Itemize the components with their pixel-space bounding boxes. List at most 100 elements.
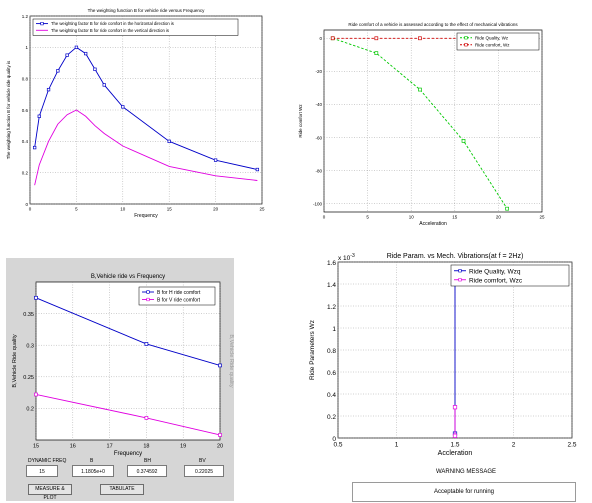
series-1-marker <box>37 114 41 118</box>
bv-label: BV <box>199 458 206 464</box>
legend-box <box>456 32 540 51</box>
series-1-marker <box>74 45 79 49</box>
y-tick-label: -60 <box>315 135 322 140</box>
y-tick-label: 0 <box>25 202 28 207</box>
legend-entry-2: B for V ride comfort <box>157 298 201 304</box>
weighting-function-chart: 0 5 10 15 20 25 0 0.2 0.4 0.6 0.8 1 1.2 The weighting… <box>6 8 265 219</box>
series-1-marker <box>144 342 149 346</box>
series-1-marker <box>93 67 97 71</box>
x-tick-label: 2.5 <box>567 442 576 449</box>
y-tick-label: 1.6 <box>327 260 336 267</box>
series-line-2 <box>34 109 258 186</box>
x-tick-label: 25 <box>539 215 545 220</box>
series-2-marker <box>144 416 149 420</box>
warning-message-box: Acceptable for running <box>352 482 576 502</box>
x-tick-label: 1.5 <box>450 442 459 449</box>
series-line-1 <box>332 37 508 209</box>
x-axis-label: Accleration <box>438 450 473 457</box>
series-1-marker <box>102 83 106 87</box>
y-tick-label: 0.4 <box>22 139 29 144</box>
y-tick-label: 1 <box>25 45 28 50</box>
series-1-marker <box>218 363 222 368</box>
y-tick-label: 1.2 <box>22 14 29 19</box>
y-tick-label: 0.2 <box>26 407 34 413</box>
y-tick-label: 1.4 <box>327 282 336 289</box>
series-1-marker <box>374 51 379 56</box>
series-1-marker <box>46 87 51 92</box>
x-tick-label: 15 <box>33 444 39 450</box>
series-2-marker <box>34 392 38 397</box>
y-axis-label: Ride Parameters Wz <box>309 320 316 380</box>
y-tick-label: 0.3 <box>26 343 34 349</box>
chart-title: Ride Param. vs Mech. Vibrations(at f = 2… <box>387 253 524 260</box>
x-tick-label: 20 <box>217 444 223 450</box>
series-2-marker <box>374 36 379 41</box>
x-tick-label: 10 <box>120 207 126 212</box>
legend-entry-1: B for H ride comfort <box>157 290 201 296</box>
series-1-marker <box>32 145 37 150</box>
b-label: B <box>90 458 94 464</box>
x-tick-label: 17 <box>107 444 113 450</box>
y-tick-label: -100 <box>313 201 323 206</box>
warning-title: WARNING MESSAGE <box>435 469 497 475</box>
y-tick-label: 1.2 <box>327 304 336 311</box>
series-1-marker <box>255 167 260 172</box>
x-tick-label: 0 <box>323 215 326 220</box>
legend-entry-2: Ride comfort, Wzc <box>469 278 523 285</box>
series-2-marker <box>452 433 458 438</box>
y-tick-label: -20 <box>315 69 322 74</box>
bh-value-field: 0.374592 <box>127 465 167 477</box>
legend-marker-1 <box>146 290 150 294</box>
chart-title: B,Vehicle ride vs Frequency <box>91 274 165 280</box>
x-tick-label: 0 <box>29 207 32 212</box>
x-axis-label: Frequency <box>134 213 158 219</box>
y-tick-label: 1 <box>332 326 336 333</box>
x-tick-label: 0.5 <box>333 442 342 449</box>
series-2-marker <box>418 36 422 41</box>
x-axis-label: Frequency <box>114 451 142 457</box>
dynamic-freq-input[interactable]: 15 <box>26 465 58 477</box>
tabulate-button[interactable]: TABULATE <box>100 484 144 495</box>
legend-marker-2 <box>458 278 462 282</box>
plot-area <box>35 281 221 441</box>
x-tick-label: 19 <box>180 444 186 450</box>
chart-title: Ride comfort of a vehicle is assessed ac… <box>348 22 518 27</box>
x-tick-label: 15 <box>167 207 173 212</box>
series-1-marker <box>418 87 422 92</box>
series-1-marker <box>65 53 69 57</box>
series-1-marker <box>167 139 171 143</box>
legend-entry-1: Ride Quality, Wz <box>475 36 509 41</box>
y-tick-label: 0.2 <box>22 170 29 175</box>
x-tick-label: 1 <box>395 442 399 449</box>
vehicle-ride-chart: 15 16 17 18 19 20 0.2 0.25 0.3 0.35 B,Vehicle ride… <box>12 274 234 457</box>
legend-marker-2 <box>146 297 150 302</box>
y-tick-label: -40 <box>315 102 322 107</box>
b-value-field: 1.1805e+0 <box>72 465 114 477</box>
y-tick-label: 0 <box>332 436 336 443</box>
series-2-marker <box>452 405 458 410</box>
x-tick-label: 16 <box>70 444 76 450</box>
y-tick-label: 0.2 <box>327 414 336 421</box>
measure-plot-button[interactable]: MEASURE & PLOT <box>28 484 72 501</box>
y-tick-label: 0.35 <box>23 312 34 318</box>
series-1-marker <box>213 158 218 162</box>
series-1-marker <box>34 295 38 300</box>
x-axis-label: Acceleration <box>419 221 447 227</box>
legend-box <box>138 286 216 306</box>
legend-marker-2 <box>464 43 468 47</box>
series-1-marker <box>121 105 125 109</box>
figure1-panel: 0 5 10 15 20 25 0 0.2 0.4 0.6 0.8 1 1.2 The weighting… <box>0 0 292 238</box>
y-tick-label: 0.8 <box>22 76 29 81</box>
x-tick-label: 5 <box>366 215 369 220</box>
series-1-marker <box>505 206 509 211</box>
legend-marker-1 <box>458 269 462 273</box>
legend-box <box>450 264 570 287</box>
series-2-marker <box>330 36 335 41</box>
ride-param-chart: 0.5 1 1.5 2 2.5 0 0.2 0.4 0.6 0.8 1 1.2 1.4 1.6 Ride P… <box>309 253 577 457</box>
series-1-marker <box>84 51 88 56</box>
x-tick-label: 20 <box>213 207 219 212</box>
y-exponent-label: x 10-3 <box>338 253 355 262</box>
legend-entry-1: Ride Quality, Wzq <box>469 269 521 276</box>
series-2-marker <box>218 433 222 437</box>
legend-entry-1: The weighting factor B for ride comfort … <box>51 21 174 26</box>
